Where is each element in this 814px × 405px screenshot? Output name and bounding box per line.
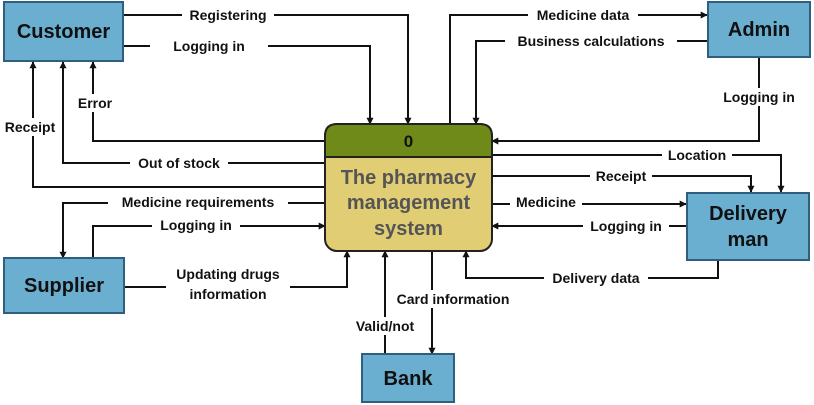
flow-label-registering: Registering: [189, 7, 266, 23]
flow-label-medicine-data: Medicine data: [537, 7, 630, 23]
flow-error-line: [89, 61, 325, 142]
flow-customer-login-line: [123, 45, 374, 125]
entity-delivery-man[interactable]: Delivery man: [686, 192, 810, 261]
flow-label-supplier-login: Logging in: [160, 217, 232, 233]
entity-supplier[interactable]: Supplier: [3, 257, 125, 314]
flow-label-medicine: Medicine: [516, 194, 576, 210]
process-title-line3: system: [374, 218, 443, 240]
flow-business-calculations-line: [472, 40, 707, 125]
flow-label-updating-drugs-line1: Updating drugs: [176, 266, 280, 282]
flow-label-receipt-customer: Receipt: [5, 119, 56, 135]
entity-customer-label: Customer: [17, 21, 111, 43]
flow-label-receipt-delivery: Receipt: [596, 168, 647, 184]
flow-label-business-calculations: Business calculations: [517, 33, 664, 49]
flow-receipt-customer-line: [29, 61, 325, 188]
flow-supplier-login-line: [92, 222, 326, 258]
process-title-line2: management: [347, 192, 471, 214]
flow-location-line: [492, 154, 785, 193]
entity-supplier-label: Supplier: [24, 275, 104, 297]
entity-bank[interactable]: Bank: [361, 353, 455, 403]
process-header: [324, 123, 493, 158]
flow-label-out-of-stock: Out of stock: [138, 155, 220, 171]
flow-label-updating-drugs-line2: information: [190, 286, 267, 302]
process-id: 0: [404, 132, 413, 151]
flow-registering-line: [123, 14, 412, 125]
flow-labels: Registering Logging in Error Receipt Out…: [0, 6, 804, 335]
flow-admin-login-line: [491, 57, 760, 145]
flow-label-delivery-login: Logging in: [590, 218, 662, 234]
flow-label-card-information: Card information: [397, 291, 510, 307]
entity-delivery-label-line1: Delivery: [709, 203, 788, 225]
entity-admin-label: Admin: [728, 19, 790, 41]
flow-label-error: Error: [78, 95, 113, 111]
flow-out-of-stock-line: [59, 61, 325, 164]
flow-label-medicine-requirements: Medicine requirements: [122, 194, 275, 210]
flow-medicine-data-line: [449, 11, 708, 124]
entity-delivery-label-line2: man: [727, 229, 768, 251]
entity-admin[interactable]: Admin: [707, 1, 811, 58]
flow-label-location: Location: [668, 147, 726, 163]
entity-bank-label: Bank: [384, 368, 434, 390]
flow-label-admin-login: Logging in: [723, 89, 795, 105]
flow-receipt-delivery-line: [492, 175, 755, 193]
flow-label-delivery-data: Delivery data: [552, 270, 639, 286]
entity-customer[interactable]: Customer: [3, 1, 124, 62]
flow-label-valid-not: Valid/not: [356, 318, 415, 334]
process-title-line1: The pharmacy: [341, 167, 477, 189]
flow-label-customer-login: Logging in: [173, 38, 245, 54]
process-pharmacy-system[interactable]: 0 The pharmacy management system: [324, 123, 493, 252]
